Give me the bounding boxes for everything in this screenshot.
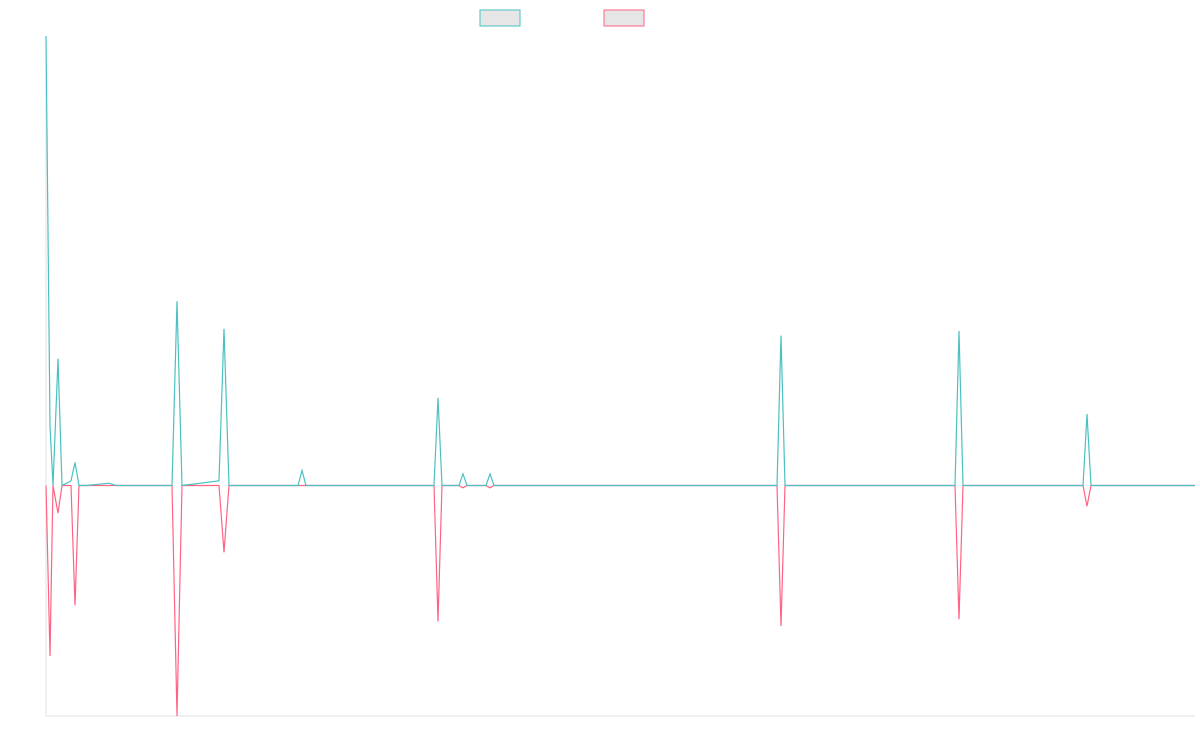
data-line [45, 35, 1195, 487]
legend-swatch[interactable] [603, 9, 645, 27]
data-line [45, 484, 1195, 717]
legend-swatch[interactable] [479, 9, 521, 27]
